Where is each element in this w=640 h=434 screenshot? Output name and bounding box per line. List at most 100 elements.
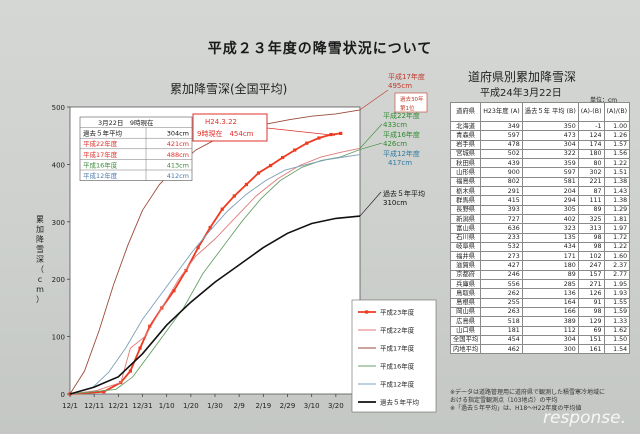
table-cell: 556 [480,279,523,290]
table-cell: 180 [577,148,605,160]
series-marker [148,324,152,328]
table-row: 岩手県 478 304 174 1.57 [449,139,631,150]
prefecture-name: 全国平均 [449,334,482,346]
prefecture-name: 滋賀県 [449,260,482,271]
y-axis-label: m [36,285,44,294]
table-row: 栃木県 291 204 87 1.43 [449,186,631,197]
table-cell: 518 [480,316,523,327]
table-cell: 313 [577,223,605,234]
x-tick-label: 2/29 [280,402,296,410]
table-cell: 1.59 [603,306,631,318]
series-marker [339,131,343,136]
prefecture-name: 秋田県 [449,158,482,169]
table-cell: 1.60 [603,251,631,262]
table-cell: 1.26 [603,130,631,141]
legend-entry: 平成12年度 [380,380,415,389]
table-cell: 1.38 [603,195,631,206]
table-row: 新潟県 727 402 325 1.81 [449,213,631,225]
table-header-row: 道府県 H23年度 (A) 過去５年 平均 (B) (A)-(B) (A)/(B) [449,102,631,122]
table-cell: 1.29 [603,204,631,215]
table-cell: 427 [480,260,523,271]
note-line: ※「過去５年平均」は、H18～H22年度の平均値 [450,405,582,412]
table-row: 長野県 393 305 89 1.29 [449,204,631,215]
unit-label: 単位：cm [590,97,618,104]
series-marker [281,155,285,160]
annotation-h22: 平成22年度 [383,111,420,120]
y-tick-label: 400 [52,161,65,169]
table-cell: 323 [521,223,579,234]
table-cell: 1.43 [603,186,631,197]
chart-title: 累加降雪深(全国平均) [170,82,288,96]
series-marker [128,369,133,373]
table-cell: 1.97 [603,223,631,234]
table-cell: 171 [521,251,579,262]
slide-title: 平成２３年度の降雪状況について [207,41,433,57]
watermark-logo: response. [543,408,626,428]
table-row: 北海道 349 350 -1 1.00 [449,120,631,132]
x-tick-label: 12/11 [84,402,104,410]
table-cell: 300 [521,344,579,355]
annotation-avg: 過去５年平均 [383,189,425,198]
table-cell: 349 [480,120,523,132]
table-cell: 111 [577,195,605,206]
y-tick-label: 500 [52,104,65,112]
table-cell: 304 [521,139,579,150]
table-cell: 174 [577,139,605,150]
table-cell: 166 [521,306,579,318]
table-row: 宮城県 502 322 180 1.56 [449,148,631,160]
table-cell: 181 [480,325,523,336]
table-row: 島根県 255 164 91 1.55 [449,297,631,308]
prefecture-name: 群馬県 [449,195,482,206]
table-cell: 112 [521,325,579,336]
annotation-h16: 平成16年度 [383,130,420,139]
note-line: ※データは道路管理用に道府県で観測した積雪寒冷地域に [450,389,606,396]
table-cell: 221 [577,176,605,188]
table-cell: 98 [577,241,605,253]
series-marker [268,163,273,168]
table-cell: -1 [577,120,605,132]
series-marker [293,148,297,152]
annotation-rank: 第1位 [400,104,415,112]
annotation-leader [359,142,383,150]
table-cell: 393 [480,204,523,215]
y-axis-label: 累 [36,215,44,224]
table-cell: 581 [521,176,579,188]
table-cell: 402 [521,213,579,225]
x-tick-label: 2/19 [255,402,271,410]
table-cell: 102 [577,251,605,262]
table-cell: 2.77 [603,269,631,281]
x-tick-label: 1/20 [183,402,199,410]
prefecture-name: 宮城県 [449,148,482,160]
table-row: 兵庫県 556 285 271 1.95 [449,279,631,290]
table-row: 青森県 597 473 124 1.26 [449,130,631,141]
callout-date: H24.3.22 [205,118,237,126]
table-header-cell: (A)-(B) [577,102,605,122]
x-tick-label: 3/20 [328,402,344,410]
x-tick-label: 3/10 [304,402,320,410]
prefecture-name: 岡山県 [449,306,482,318]
series-marker [329,132,333,137]
annotation-h17: 495cm [388,82,412,90]
annotation-h17: 平成17年度 [388,72,425,81]
table-cell: 1.57 [603,139,631,150]
table-cell: 285 [521,279,579,290]
table-cell: 597 [480,130,523,141]
legend-entry: 平成23年度 [380,308,415,317]
series-marker [196,246,200,250]
prefecture-name: 福島県 [449,176,482,188]
prefecture-name: 岐阜県 [449,241,482,253]
prefecture-table: 道府県 H23年度 (A) 過去５年 平均 (B) (A)-(B) (A)/(B) 北海… [449,102,631,355]
table-cell: 1.81 [603,213,631,225]
prefecture-name: 広島県 [449,316,482,327]
table-cell: 434 [521,241,579,253]
table-cell: 89 [577,204,605,215]
series-marker [256,171,261,175]
annotation-leader [359,89,389,111]
prefecture-name: 山口県 [449,325,482,336]
prefecture-name: 京都府 [449,269,482,281]
table-cell: 1.38 [603,176,631,188]
table-header-cell: (A)/(B) [603,102,631,122]
table-row: 岐阜県 532 434 98 1.22 [449,241,631,253]
series-marker [317,136,321,140]
